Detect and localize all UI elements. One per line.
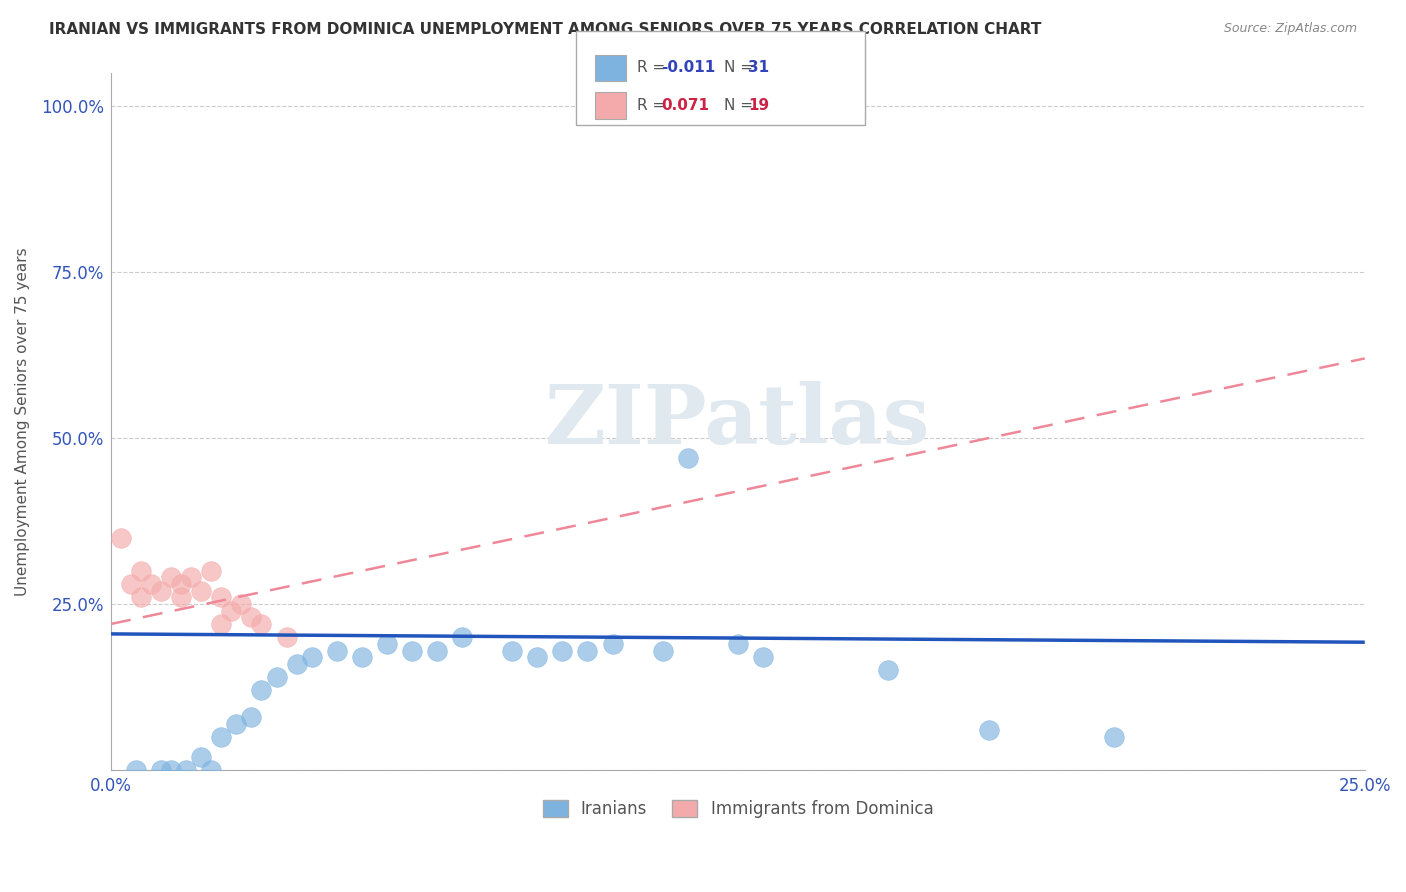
Text: -0.011: -0.011 xyxy=(661,61,716,76)
Point xyxy=(170,577,193,591)
Text: 19: 19 xyxy=(748,97,769,112)
Point xyxy=(651,643,673,657)
Point xyxy=(375,637,398,651)
Point xyxy=(877,664,900,678)
Point xyxy=(160,763,183,777)
Y-axis label: Unemployment Among Seniors over 75 years: Unemployment Among Seniors over 75 years xyxy=(15,247,30,596)
Point xyxy=(240,710,263,724)
Point xyxy=(752,650,775,665)
Point xyxy=(225,716,247,731)
Point xyxy=(426,643,449,657)
Text: R =: R = xyxy=(637,61,671,76)
Point xyxy=(209,730,232,744)
Point xyxy=(190,583,212,598)
Point xyxy=(129,591,152,605)
Point xyxy=(451,630,474,644)
Point xyxy=(276,630,298,644)
Point xyxy=(160,570,183,584)
Point xyxy=(285,657,308,671)
Point xyxy=(250,617,273,632)
Point xyxy=(401,643,423,657)
Point xyxy=(301,650,323,665)
Point xyxy=(551,643,574,657)
Point xyxy=(350,650,373,665)
Point xyxy=(977,723,1000,738)
Point xyxy=(250,683,273,698)
Point xyxy=(180,570,202,584)
Point xyxy=(1102,730,1125,744)
Text: IRANIAN VS IMMIGRANTS FROM DOMINICA UNEMPLOYMENT AMONG SENIORS OVER 75 YEARS COR: IRANIAN VS IMMIGRANTS FROM DOMINICA UNEM… xyxy=(49,22,1042,37)
Point xyxy=(190,749,212,764)
Point xyxy=(231,597,253,611)
Text: R =: R = xyxy=(637,97,671,112)
Point xyxy=(209,591,232,605)
Point xyxy=(676,450,699,465)
Point xyxy=(174,763,197,777)
Point xyxy=(266,670,288,684)
Point xyxy=(200,763,222,777)
Point xyxy=(526,650,548,665)
Text: ZIPatlas: ZIPatlas xyxy=(546,382,931,461)
Text: N =: N = xyxy=(724,97,758,112)
Text: 31: 31 xyxy=(748,61,769,76)
Point xyxy=(325,643,347,657)
Point xyxy=(221,604,243,618)
Point xyxy=(125,763,148,777)
Text: 0.071: 0.071 xyxy=(661,97,709,112)
Point xyxy=(141,577,163,591)
Point xyxy=(150,583,173,598)
Point xyxy=(200,564,222,578)
Point xyxy=(576,643,599,657)
Point xyxy=(170,591,193,605)
Point xyxy=(110,531,132,545)
Point xyxy=(209,617,232,632)
Point xyxy=(120,577,142,591)
Point xyxy=(240,610,263,624)
Point xyxy=(150,763,173,777)
Text: N =: N = xyxy=(724,61,758,76)
Legend: Iranians, Immigrants from Dominica: Iranians, Immigrants from Dominica xyxy=(536,793,941,824)
Point xyxy=(501,643,523,657)
Point xyxy=(129,564,152,578)
Point xyxy=(602,637,624,651)
Point xyxy=(727,637,749,651)
Text: Source: ZipAtlas.com: Source: ZipAtlas.com xyxy=(1223,22,1357,36)
